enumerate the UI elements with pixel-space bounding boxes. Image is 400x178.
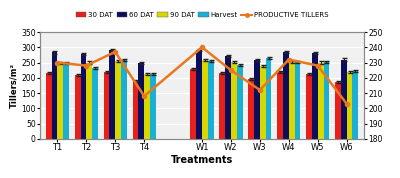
Bar xyxy=(132,81,138,139)
Bar xyxy=(196,50,202,139)
Bar xyxy=(92,68,98,139)
Bar xyxy=(341,59,347,139)
Bar xyxy=(324,62,329,139)
Bar xyxy=(144,74,150,139)
Bar xyxy=(312,53,318,139)
Bar xyxy=(335,82,341,139)
Bar xyxy=(352,71,358,139)
Bar xyxy=(347,72,352,139)
Bar xyxy=(190,69,196,139)
Bar xyxy=(115,61,121,139)
Bar xyxy=(260,66,266,139)
Bar xyxy=(306,74,312,139)
Bar xyxy=(266,58,272,139)
Legend: 30 DAT, 60 DAT, 90 DAT, Harvest, PRODUCTIVE TILLERS: 30 DAT, 60 DAT, 90 DAT, Harvest, PRODUCT… xyxy=(76,12,328,18)
Bar xyxy=(225,56,231,139)
Bar xyxy=(121,60,127,139)
Bar xyxy=(294,62,300,139)
Bar xyxy=(86,62,92,139)
Bar xyxy=(318,62,324,139)
Bar xyxy=(237,65,242,139)
Bar xyxy=(202,60,208,139)
Bar xyxy=(219,73,225,139)
Bar xyxy=(138,63,144,139)
Bar xyxy=(80,54,86,139)
Bar xyxy=(104,72,110,139)
Bar xyxy=(254,60,260,139)
Bar xyxy=(52,53,57,139)
Y-axis label: Tillers/m²: Tillers/m² xyxy=(10,63,18,108)
Bar xyxy=(75,75,80,139)
Bar xyxy=(57,63,63,139)
Bar xyxy=(63,63,69,139)
Bar xyxy=(150,74,156,139)
Bar xyxy=(277,72,283,139)
Bar xyxy=(289,62,294,139)
Bar xyxy=(231,62,237,139)
Bar xyxy=(110,50,115,139)
Bar xyxy=(283,52,289,139)
Bar xyxy=(248,79,254,139)
X-axis label: Treatments: Treatments xyxy=(171,155,233,165)
Bar xyxy=(46,73,52,139)
Bar xyxy=(208,61,214,139)
